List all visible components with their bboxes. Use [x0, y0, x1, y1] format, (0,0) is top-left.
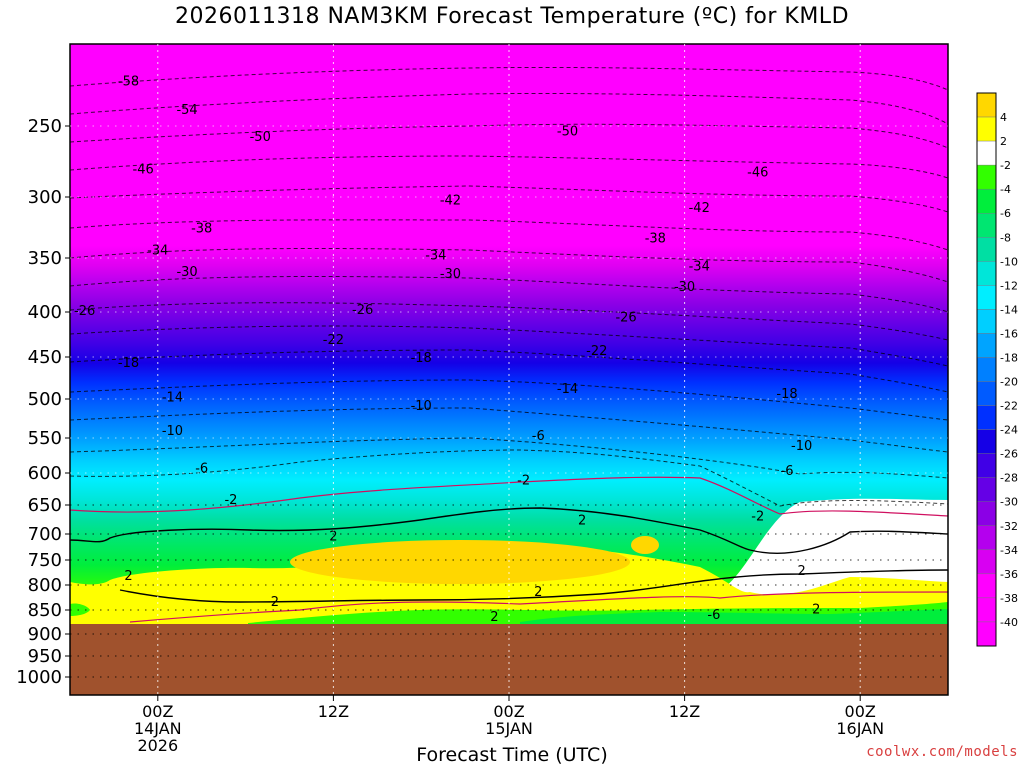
contour-label: -6	[781, 464, 794, 479]
contour-label: 2	[534, 585, 542, 600]
contour-label: -50	[557, 124, 578, 139]
grid-lines	[70, 44, 948, 695]
contour-label: -22	[586, 344, 607, 359]
contour-label: 2	[124, 569, 132, 584]
contour-label: 2	[329, 530, 337, 545]
contour-label: -6	[532, 429, 545, 444]
y-axis-ticks: 250 300 350 400 450 500 550 600 650 700 750 800 850 9…	[16, 116, 70, 688]
contour-label: -42	[689, 201, 710, 216]
y-tick-label: 350	[28, 248, 62, 269]
x-tick-label: 00Z	[142, 702, 173, 721]
x-tick-label: 00Z	[845, 702, 876, 721]
surface-cold-core	[520, 609, 948, 624]
contour-label: -14	[557, 382, 578, 397]
contour-label: -14	[162, 390, 183, 405]
contour-label: -50	[250, 130, 271, 145]
contour-label: -6	[195, 461, 208, 476]
y-tick-label: 800	[28, 575, 62, 596]
y-tick-label: 900	[28, 624, 62, 645]
x-tick-label: 12Z	[318, 702, 349, 721]
contour-label: -34	[689, 260, 710, 275]
y-tick-label: 700	[28, 524, 62, 545]
freezing-line-contours	[69, 476, 949, 623]
contour-label: -10	[791, 439, 812, 454]
contour-label: -2	[224, 493, 237, 508]
contour-label: -6	[707, 608, 720, 623]
y-tick-label: 950	[28, 646, 62, 667]
contour-label: -34	[147, 243, 168, 258]
y-tick-label: 1000	[16, 667, 62, 688]
contour-label: -42	[440, 193, 461, 208]
x-tick-label: 14JAN	[134, 719, 182, 738]
contour-label: 2	[812, 603, 820, 618]
warmest-core	[290, 540, 630, 584]
contour-label: -30	[176, 265, 197, 280]
contour-label: -2	[517, 473, 530, 488]
chart-title: 2026011318 NAM3KM Forecast Temperature (…	[174, 4, 850, 29]
contour-label: -10	[411, 399, 432, 414]
left-green-patch	[70, 603, 90, 616]
contour-labels: -58-54-50 -50-46 -46-42 -42-38-38-34 -34-34-…	[74, 75, 820, 625]
contour-label: 2	[490, 610, 498, 625]
contour-label: -54	[176, 103, 197, 118]
zero-isotherm-contours	[69, 507, 949, 603]
y-tick-label: 550	[28, 428, 62, 449]
contour-label: -18	[776, 387, 797, 402]
contour-label: -30	[674, 280, 695, 295]
contour-label: -26	[352, 303, 373, 318]
x-tick-label: 12Z	[669, 702, 700, 721]
x-tick-label: 15JAN	[485, 719, 533, 738]
contour-label: -22	[323, 333, 344, 348]
contour-label: -10	[162, 424, 183, 439]
contour-label: -18	[411, 351, 432, 366]
contour-label: -26	[615, 311, 636, 326]
contour-label: -38	[191, 222, 212, 237]
contour-label: -58	[118, 75, 139, 90]
contour-label: 2	[271, 595, 279, 610]
y-tick-label: 250	[28, 116, 62, 137]
y-tick-label: 750	[28, 550, 62, 571]
contour-label: -34	[425, 248, 446, 263]
contour-label: -26	[74, 304, 95, 319]
contour-label: -46	[747, 165, 768, 180]
y-tick-label: 500	[28, 389, 62, 410]
y-tick-label: 850	[28, 600, 62, 621]
y-tick-label: 650	[28, 495, 62, 516]
contour-label: -38	[645, 231, 666, 246]
y-tick-label: 300	[28, 187, 62, 208]
contour-label: -30	[440, 267, 461, 282]
contour-label: 2	[578, 514, 586, 529]
warm-blob	[631, 536, 659, 554]
y-tick-label: 600	[28, 463, 62, 484]
contour-label: -2	[751, 509, 764, 524]
x-axis-title: Forecast Time (UTC)	[416, 744, 608, 766]
contour-label: 2	[798, 564, 806, 579]
terrain-below-ground	[70, 624, 948, 695]
x-tick-label: 16JAN	[836, 719, 884, 738]
contour-label: -18	[118, 356, 139, 371]
y-tick-label: 450	[28, 347, 62, 368]
dashed-contours	[69, 66, 949, 507]
y-tick-label: 400	[28, 302, 62, 323]
contour-label: -46	[133, 163, 154, 178]
x-tick-label: 2026	[137, 736, 178, 755]
x-tick-label: 00Z	[493, 702, 524, 721]
source-credit: coolwx.com/models	[866, 744, 1018, 760]
